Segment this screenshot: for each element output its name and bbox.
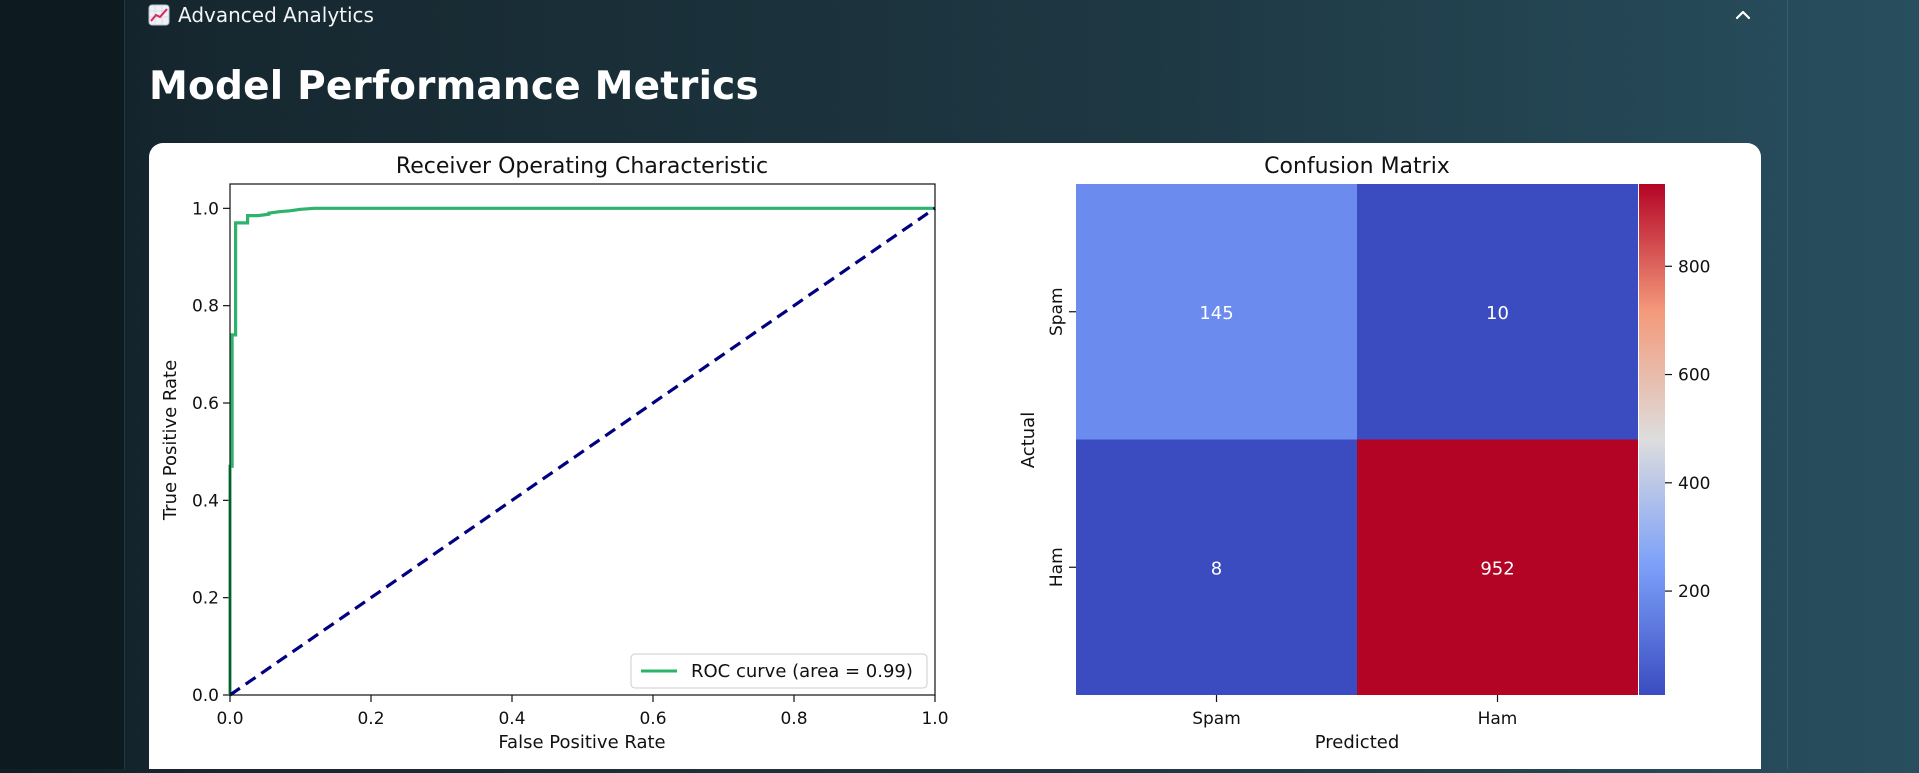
- cm-ylabel: Actual: [1018, 412, 1039, 468]
- cm-colorbar-label: 800: [1678, 257, 1710, 277]
- cm-title: Confusion Matrix: [1264, 154, 1450, 179]
- cm-colorbar-label: 600: [1678, 366, 1710, 386]
- roc-series-group: [228, 206, 936, 697]
- sidebar-strip: [0, 0, 124, 769]
- roc-diagonal-reference-line: [229, 206, 936, 697]
- roc-ytick-label: 0.0: [192, 686, 219, 706]
- figure-card: Receiver Operating Characteristic 0.0 0.2…: [149, 143, 1761, 769]
- cm-cell-value: 952: [1480, 558, 1514, 579]
- cm-cell: [1357, 439, 1638, 695]
- cm-xtick-label: Ham: [1478, 709, 1518, 729]
- cm-colorbar-label: 400: [1678, 474, 1710, 494]
- roc-xlabel: False Positive Rate: [498, 732, 665, 753]
- expander-label: Advanced Analytics: [178, 3, 374, 27]
- cm-colorbar-gradient: [1639, 184, 1665, 695]
- cm-ytick-label: Ham: [1047, 547, 1067, 587]
- roc-ytick-label: 0.4: [192, 491, 219, 511]
- roc-xtick-label: 0.2: [357, 709, 384, 729]
- main-panel: [124, 0, 1788, 769]
- advanced-analytics-expander[interactable]: Advanced Analytics: [148, 0, 1758, 30]
- roc-xtick-label: 1.0: [921, 709, 948, 729]
- performance-figure: Receiver Operating Characteristic 0.0 0.2…: [160, 154, 1710, 753]
- roc-ytick-label: 0.2: [192, 589, 219, 609]
- roc-curve-line: [228, 206, 935, 695]
- cm-cells: 145 10 8 952: [1076, 184, 1638, 695]
- roc-ticks: 0.0 0.2 0.4 0.6 0.8 1.0 0.0 0.2 0.4 0.6 0.8 1.0: [192, 199, 949, 729]
- cm-cell: [1076, 184, 1357, 440]
- roc-xtick-label: 0.8: [780, 709, 807, 729]
- roc-title: Receiver Operating Characteristic: [396, 154, 768, 179]
- roc-ytick-label: 1.0: [192, 199, 219, 219]
- cm-xlabel: Predicted: [1315, 732, 1400, 753]
- cm-cell-value: 10: [1486, 303, 1509, 324]
- cm-labels: Spam Ham Spam Ham: [1047, 287, 1517, 729]
- roc-chart: Receiver Operating Characteristic 0.0 0.2…: [160, 154, 949, 753]
- roc-ylabel: True Positive Rate: [160, 360, 181, 521]
- chevron-up-icon[interactable]: [1728, 1, 1758, 29]
- chart-increasing-icon: [148, 4, 170, 26]
- cm-colorbar-label: 200: [1678, 582, 1710, 602]
- roc-xtick-label: 0.6: [639, 709, 666, 729]
- legend-label: ROC curve (area = 0.99): [691, 661, 913, 682]
- page-title: Model Performance Metrics: [149, 64, 759, 109]
- roc-xtick-label: 0.4: [498, 709, 525, 729]
- roc-plot-frame: [229, 183, 936, 696]
- roc-legend: ROC curve (area = 0.99): [630, 653, 928, 689]
- cm-cell: [1076, 439, 1357, 695]
- legend-box: [630, 653, 928, 689]
- roc-ytick-label: 0.8: [192, 297, 219, 317]
- cm-cell: [1357, 184, 1638, 440]
- roc-xtick-label: 0.0: [216, 709, 243, 729]
- roc-ytick-label: 0.6: [192, 394, 219, 414]
- cm-colorbar: 200 400 600 800: [1639, 184, 1710, 695]
- confusion-matrix-chart: Confusion Matrix 145 10 8 952 Spam Ham Spam Ha…: [1018, 154, 1710, 753]
- cm-ytick-label: Spam: [1047, 287, 1067, 336]
- cm-cell-value: 8: [1211, 558, 1222, 579]
- cm-xtick-label: Spam: [1192, 709, 1241, 729]
- cm-cell-value: 145: [1199, 303, 1233, 324]
